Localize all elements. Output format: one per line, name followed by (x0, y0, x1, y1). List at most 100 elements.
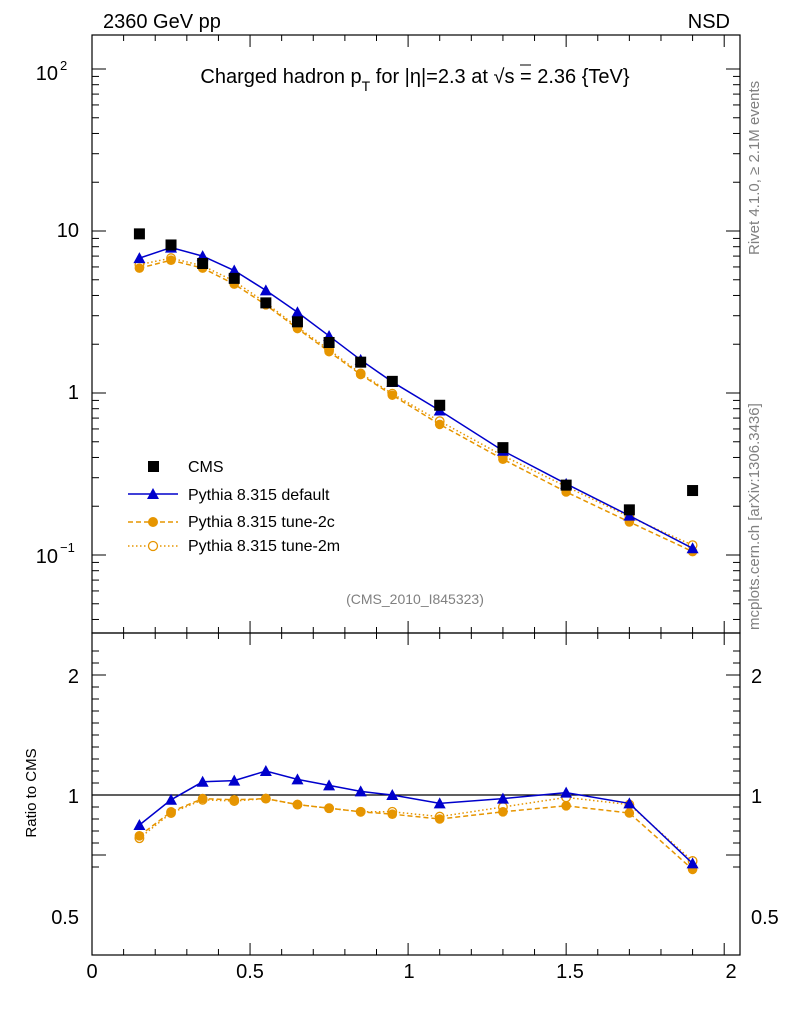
ratio-point-pythia-8-315-tune-2c (229, 795, 240, 805)
main-point-cms (560, 479, 572, 491)
ratio-panel: 2 1 0.5 2 1 0.5 Ratio to CMS 0 0.5 1 1.5… (23, 632, 779, 983)
energy-label: 2360 GeV pp (103, 11, 221, 33)
main-point-pythia-8-315-tune-2c (434, 419, 445, 430)
ratio-y-axis-label: Ratio to CMS (23, 748, 40, 837)
ratio-point-pythia-8-315-default (386, 789, 399, 800)
main-point-pythia-8-315-tune-2c (355, 369, 366, 380)
ratio-y-tick-label-0.5-right: 0.5 (751, 907, 779, 929)
ratio-point-pythia-8-315-tune-2c (166, 807, 176, 817)
main-point-pythia-8-315-default (291, 306, 304, 318)
legend-entry-tune-2m: Pythia 8.315 tune-2m (128, 538, 340, 555)
ratio-frame (91, 632, 741, 956)
rivet-label: Rivet 4.1.0, ≥ 2.1M events (746, 81, 763, 255)
main-point-pythia-8-315-tune-2c (166, 255, 176, 266)
main-point-cms (165, 239, 177, 251)
ratio-line-pythia-8-315-default (138, 770, 694, 864)
legend-entry-default: Pythia 8.315 default (128, 487, 330, 504)
legend-marker-tune-2c (148, 517, 158, 527)
ratio-point-pythia-8-315-default (686, 857, 699, 869)
main-point-pythia-8-315-default (133, 252, 146, 264)
main-series-group (133, 228, 699, 557)
ratio-point-pythia-8-315-default (165, 793, 178, 805)
ratio-point-pythia-8-315-tune-2c (498, 807, 508, 817)
y-tick-label-1: 1 (68, 382, 79, 404)
main-panel: 10 2 10 1 10 −1 Charged hadron pT for |η… (36, 34, 741, 634)
main-point-pythia-8-315-tune-2c (324, 346, 334, 357)
legend-label-cms: CMS (188, 459, 224, 476)
main-point-cms (323, 336, 335, 348)
mcplots-label: mcplots.cern.ch [arXiv:1306.3436] (746, 403, 763, 630)
ratio-point-pythia-8-315-default (133, 819, 146, 830)
legend-label-tune-2m: Pythia 8.315 tune-2m (188, 538, 340, 555)
y-tick-label-10: 10 (57, 220, 79, 242)
legend-marker-default (147, 488, 159, 499)
ratio-line-pythia-8-315-tune-2c (138, 797, 694, 870)
ratio-point-pythia-8-315-tune-2c (355, 807, 366, 817)
main-point-cms (355, 356, 367, 368)
ratio-point-pythia-8-315-tune-2c (434, 814, 445, 824)
ratio-point-pythia-8-315-default (623, 797, 636, 809)
ratio-point-pythia-8-315-tune-2c (292, 799, 303, 810)
main-point-cms (228, 272, 240, 284)
ratio-y-tick-label-0.5: 0.5 (51, 907, 79, 929)
ratio-point-pythia-8-315-default (496, 792, 509, 804)
ratio-y-tick-label-2: 2 (68, 666, 79, 688)
legend: CMS Pythia 8.315 default Pythia 8.315 tu… (128, 459, 340, 555)
main-point-cms (386, 375, 398, 387)
main-point-pythia-8-315-default (228, 264, 241, 276)
legend-marker-tune-2m (147, 540, 159, 552)
ratio-point-pythia-8-315-default (433, 797, 446, 809)
x-tick-label-2: 2 (725, 961, 736, 983)
main-point-cms (133, 228, 145, 240)
ratio-point-pythia-8-315-tune-2c (261, 793, 271, 804)
legend-entry-tune-2c: Pythia 8.315 tune-2c (128, 514, 335, 531)
ratio-series-group (133, 765, 699, 875)
ratio-y-tick-label-1: 1 (68, 786, 79, 808)
ratio-point-pythia-8-315-tune-2c (624, 808, 635, 818)
chart-title: Charged hadron pT for |η|=2.3 at √s = 2.… (200, 66, 629, 94)
main-axis-ticks (91, 35, 740, 633)
ratio-point-pythia-8-315-tune-2c (197, 793, 208, 804)
main-point-pythia-8-315-tune-2c (134, 263, 145, 273)
main-point-cms (434, 399, 446, 411)
analysis-tag: (CMS_2010_I845323) (346, 591, 484, 607)
ratio-point-pythia-8-315-tune-2c (134, 831, 145, 841)
main-point-pythia-8-315-default (686, 542, 699, 554)
main-line-pythia-8-315-tune-2c (139, 259, 693, 553)
main-point-pythia-8-315-default (259, 284, 272, 296)
x-tick-label-1: 1 (403, 961, 414, 983)
x-tick-label-0.5: 0.5 (236, 961, 264, 983)
ratio-point-pythia-8-315-default (323, 779, 336, 791)
main-point-pythia-8-315-tune-2c (387, 390, 398, 400)
ratio-point-pythia-8-315-tune-2c (561, 801, 571, 811)
ratio-point-pythia-8-315-default (354, 785, 367, 797)
x-tick-label-0: 0 (86, 961, 97, 983)
legend-label-default: Pythia 8.315 default (188, 487, 330, 504)
y-tick-label-0.1: 10 (36, 546, 58, 568)
ratio-y-tick-label-2-right: 2 (751, 666, 762, 688)
ratio-point-pythia-8-315-default (259, 765, 272, 776)
main-line-pythia-8-315-tune-2m (139, 257, 693, 546)
y-tick-label-0.1-exp: −1 (60, 540, 75, 555)
y-tick-label-100: 10 (36, 63, 58, 85)
main-point-cms (497, 442, 509, 454)
main-point-cms (623, 504, 635, 516)
main-point-cms (291, 316, 303, 328)
ratio-point-pythia-8-315-default (196, 775, 209, 787)
y-tick-label-100-exp: 2 (60, 58, 67, 73)
ratio-y-tick-label-1-right: 1 (751, 786, 762, 808)
ratio-point-pythia-8-315-default (560, 786, 573, 798)
main-point-pythia-8-315-tune-2c (498, 454, 508, 465)
main-point-cms (260, 297, 272, 309)
main-point-cms (687, 485, 699, 497)
ratio-point-pythia-8-315-tune-2c (387, 809, 398, 819)
x-tick-label-1.5: 1.5 (556, 961, 584, 983)
ratio-point-pythia-8-315-default (228, 774, 241, 786)
ratio-axis-ticks (91, 633, 740, 955)
main-y-tick-labels: 10 2 10 1 10 −1 (36, 58, 79, 568)
process-label: NSD (688, 11, 730, 33)
ratio-point-pythia-8-315-default (291, 773, 304, 785)
legend-entry-cms: CMS (148, 459, 224, 476)
legend-label-tune-2c: Pythia 8.315 tune-2c (188, 514, 335, 531)
